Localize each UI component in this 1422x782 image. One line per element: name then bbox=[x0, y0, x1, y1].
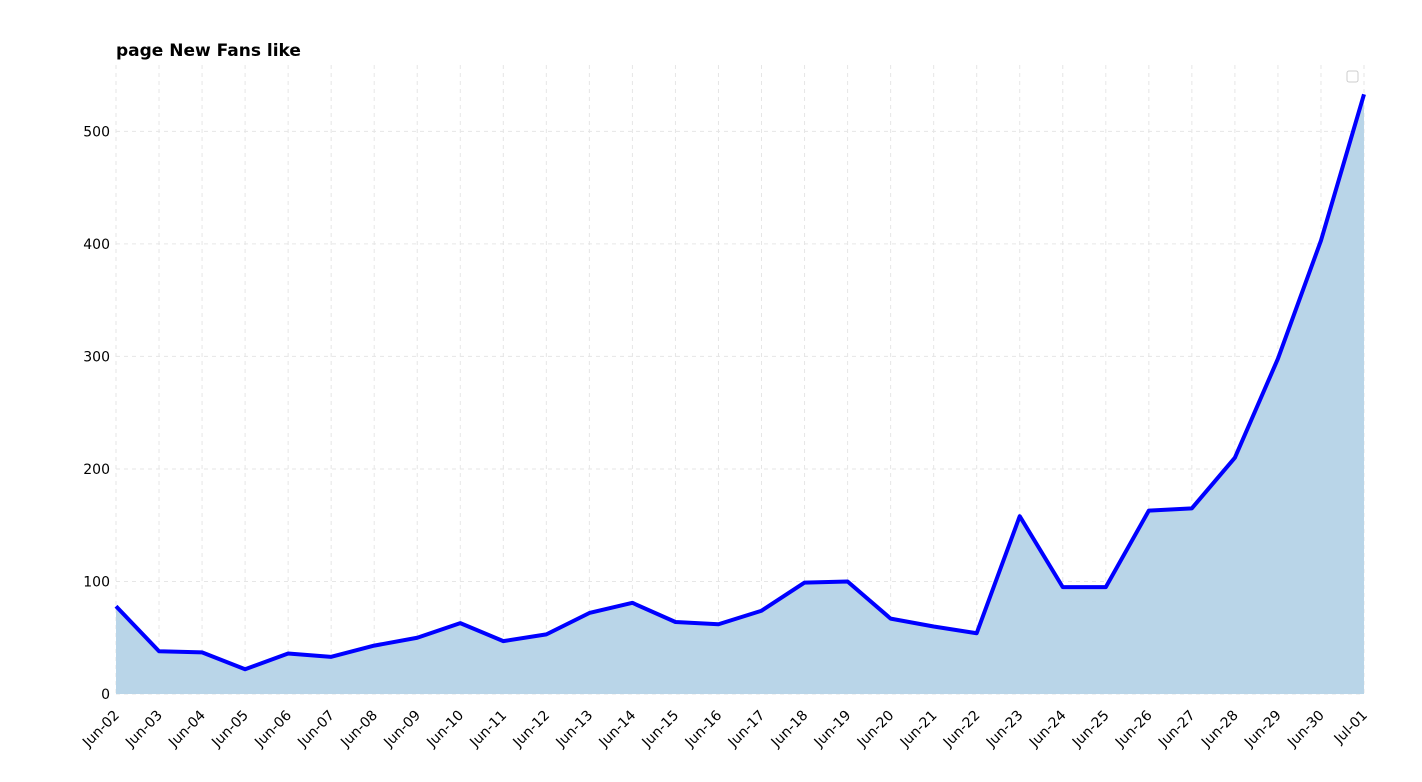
x-tick-label: Jun-20 bbox=[854, 708, 898, 752]
y-tick-label: 0 bbox=[101, 687, 110, 703]
chart-title: page New Fans like bbox=[116, 41, 301, 61]
x-tick-label: Jun-10 bbox=[423, 708, 467, 752]
x-tick-label: Jun-19 bbox=[811, 708, 855, 752]
x-tick-label: Jul-01 bbox=[1331, 708, 1371, 748]
x-tick-label: Jun-11 bbox=[466, 708, 510, 752]
legend-box bbox=[1346, 70, 1359, 83]
x-tick-label: Jun-06 bbox=[251, 707, 295, 751]
x-tick-label: Jun-17 bbox=[725, 708, 769, 752]
x-tick-label: Jun-18 bbox=[768, 708, 812, 752]
x-tick-label: Jun-08 bbox=[337, 708, 381, 752]
y-tick-label: 100 bbox=[83, 574, 110, 590]
x-tick-label: Jun-05 bbox=[208, 708, 252, 752]
area bbox=[116, 94, 1364, 695]
x-tick-label: Jun-29 bbox=[1241, 708, 1285, 752]
x-tick-label: Jun-03 bbox=[122, 708, 166, 752]
x-tick-label: Jun-30 bbox=[1284, 708, 1328, 752]
y-tick-label: 200 bbox=[83, 462, 110, 478]
x-tick-label: Jun-28 bbox=[1198, 708, 1242, 752]
x-tick-label: Jun-22 bbox=[940, 708, 984, 752]
x-tick-label: Jun-23 bbox=[983, 708, 1027, 752]
x-tick-label: Jun-12 bbox=[510, 708, 554, 752]
x-tick-label: Jun-25 bbox=[1069, 708, 1113, 752]
line bbox=[114, 93, 1366, 672]
x-tick-label: Jun-04 bbox=[165, 707, 209, 751]
x-tick-label: Jun-21 bbox=[897, 708, 941, 752]
x-tick-label: Jun-02 bbox=[79, 708, 123, 752]
x-tick-label: Jun-13 bbox=[553, 708, 597, 752]
x-tick-label: Jun-16 bbox=[682, 707, 726, 751]
x-tick-label: Jun-09 bbox=[380, 708, 424, 752]
x-tick-label: Jun-15 bbox=[639, 708, 683, 752]
x-tick-label: Jun-26 bbox=[1112, 707, 1156, 751]
x-tick-label: Jun-24 bbox=[1026, 707, 1070, 751]
y-tick-label: 400 bbox=[83, 237, 110, 253]
x-tick-label: Jun-27 bbox=[1155, 708, 1199, 752]
x-tick-label: Jun-07 bbox=[294, 708, 338, 752]
y-tick-label: 300 bbox=[83, 349, 110, 365]
x-tick-label: Jun-14 bbox=[596, 707, 640, 751]
y-tick-label: 500 bbox=[83, 124, 110, 140]
